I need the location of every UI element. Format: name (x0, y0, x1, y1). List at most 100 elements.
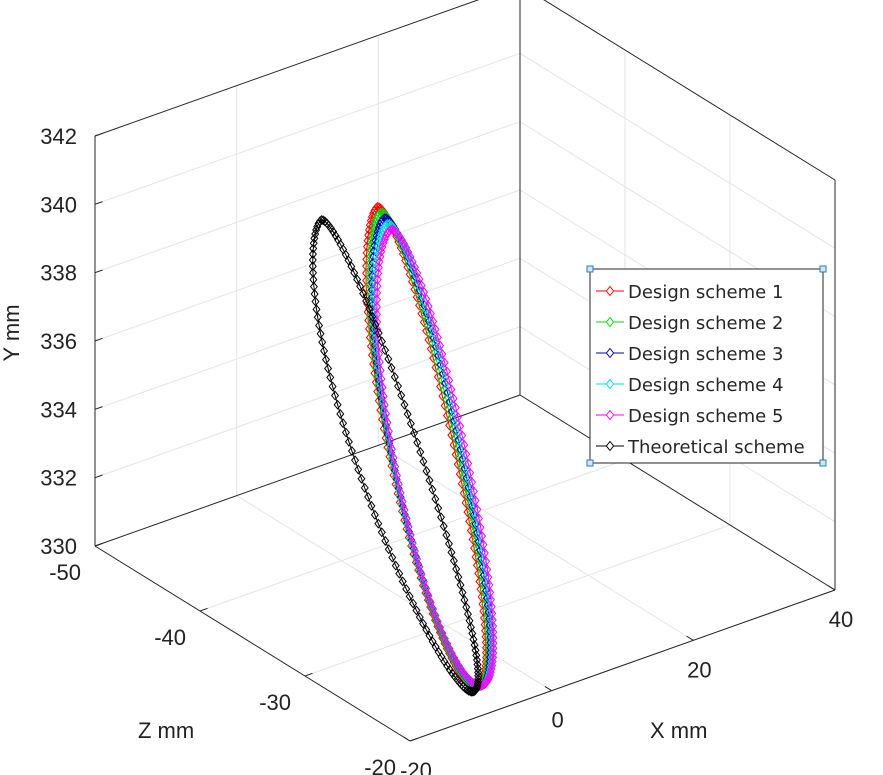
data-point (363, 235, 372, 246)
y-tick (94, 269, 103, 274)
data-point (367, 211, 376, 222)
data-point (459, 681, 468, 692)
grid-line-y-back (94, 326, 521, 479)
z-tick (199, 607, 208, 612)
x-tick-label: -20 (400, 758, 432, 775)
data-point (458, 666, 467, 677)
x-tick-label: 20 (687, 657, 711, 682)
data-point (357, 473, 366, 484)
legend-label: Design scheme 5 (628, 406, 783, 427)
data-point (397, 390, 406, 401)
data-point (320, 345, 329, 356)
data-series (308, 201, 498, 697)
data-point (447, 384, 456, 395)
data-point (409, 598, 418, 609)
data-point (385, 225, 394, 236)
data-point (410, 428, 419, 439)
legend-label: Design scheme 1 (628, 282, 783, 303)
data-point (454, 660, 463, 671)
data-point (456, 579, 465, 590)
data-point (449, 393, 458, 404)
x-tick-label: 0 (552, 708, 564, 733)
data-point (360, 482, 369, 493)
x-tick-label: 40 (829, 607, 853, 632)
legend-box (589, 268, 824, 464)
data-point (371, 217, 380, 228)
legend-label: Design scheme 4 (628, 375, 783, 396)
data-point (406, 530, 415, 541)
x-tick (402, 736, 411, 742)
data-point (315, 216, 324, 227)
tick-marks (94, 132, 836, 742)
data-point (407, 535, 416, 546)
data-point (469, 486, 478, 497)
legend-marker (605, 378, 615, 390)
y-tick-label: 332 (40, 466, 77, 491)
data-point (479, 539, 488, 550)
data-point (447, 547, 456, 558)
data-point (347, 261, 356, 272)
data-point (380, 222, 389, 233)
data-point (350, 267, 359, 278)
data-point (413, 554, 422, 565)
y-axis-label: Y mm (0, 304, 24, 361)
grid-line-y-back (94, 189, 521, 342)
data-point (347, 446, 356, 457)
y-tick-label: 340 (40, 192, 77, 217)
data-point (380, 399, 389, 410)
legend-label: Theoretical scheme (627, 437, 805, 458)
data-point (386, 441, 395, 452)
z-tick-label: -50 (49, 560, 81, 585)
data-point (353, 274, 362, 285)
data-point (380, 234, 389, 245)
legend-marker (605, 409, 615, 421)
data-point (478, 531, 487, 542)
data-point (476, 522, 485, 533)
data-point (458, 587, 467, 598)
data-point (456, 663, 465, 674)
data-point (402, 242, 411, 253)
data-point (436, 512, 445, 523)
y-tick (94, 474, 103, 479)
legend-marker (605, 285, 615, 297)
data-point (442, 366, 451, 377)
data-point (428, 484, 437, 495)
data-point (404, 521, 413, 532)
data-point (394, 479, 403, 490)
data-point (370, 509, 379, 520)
grid-line-y-side (543, 0, 836, 181)
data-point (381, 220, 390, 231)
data-point (362, 296, 371, 307)
data-point (388, 552, 397, 563)
data-point (486, 670, 495, 681)
data-point (394, 381, 403, 392)
data-point (402, 518, 411, 529)
legend-item: Design scheme 2 (596, 313, 783, 334)
box-edge (94, 0, 480, 137)
data-point (460, 594, 469, 605)
data-point (393, 470, 402, 481)
data-point (429, 316, 438, 327)
legend-item: Theoretical scheme (596, 437, 805, 458)
data-point (309, 281, 318, 292)
data-point (431, 324, 440, 335)
data-point (471, 645, 480, 656)
data-point (422, 624, 431, 635)
data-point (377, 373, 386, 384)
data-point (471, 495, 480, 506)
data-point (461, 669, 470, 680)
data-point (417, 569, 426, 580)
data-point (487, 601, 496, 612)
data-point (312, 304, 321, 315)
data-point (374, 518, 383, 529)
y-tick (94, 201, 103, 205)
data-point (422, 465, 431, 476)
data-point (428, 636, 437, 647)
data-point (365, 303, 374, 314)
data-point (480, 548, 489, 559)
tick-labels: -20 0 20 40 -50 -40 -30 -20 330 332 334 336 338 340 34… (40, 124, 853, 775)
data-point (398, 501, 407, 512)
data-point (436, 340, 445, 351)
data-point (387, 444, 396, 455)
data-point (333, 399, 342, 410)
